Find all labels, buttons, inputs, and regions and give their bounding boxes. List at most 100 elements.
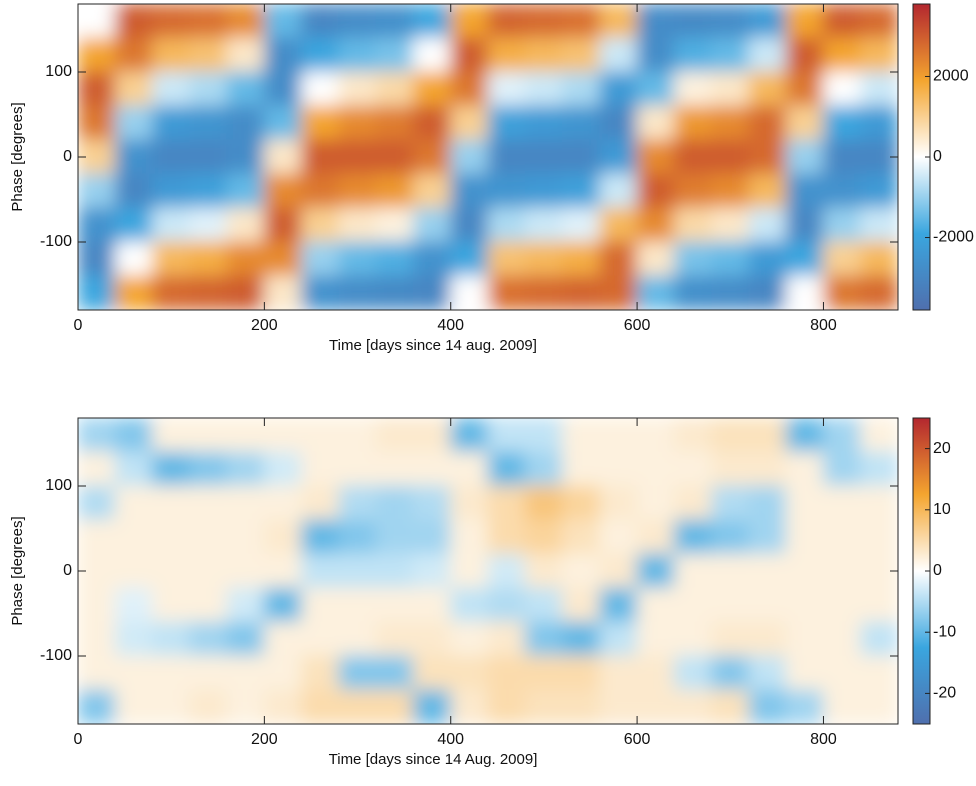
heatmap-cell bbox=[375, 689, 414, 724]
heatmap-cell bbox=[226, 37, 265, 73]
heatmap-cell bbox=[785, 71, 824, 107]
heatmap-cell bbox=[673, 105, 713, 141]
heatmap-cell bbox=[636, 71, 675, 107]
heatmap-cell bbox=[152, 37, 191, 73]
heatmap-cell bbox=[226, 418, 265, 453]
heatmap-cell bbox=[524, 451, 564, 487]
heatmap-cell bbox=[524, 139, 564, 175]
heatmap-cell bbox=[412, 519, 452, 555]
heatmap-cell bbox=[152, 621, 191, 657]
heatmap-cell bbox=[412, 587, 452, 623]
heatmap-cell bbox=[152, 275, 191, 310]
heatmap-cell bbox=[711, 655, 750, 691]
heatmap-cell bbox=[487, 418, 526, 453]
heatmap-cell bbox=[636, 207, 675, 243]
heatmap-cell bbox=[748, 451, 787, 487]
heatmap-cell bbox=[748, 4, 787, 39]
heatmap-cell bbox=[114, 418, 154, 453]
heatmap-cell bbox=[562, 451, 601, 487]
heatmap-cell bbox=[338, 418, 377, 453]
heatmap-cell bbox=[450, 71, 489, 107]
heatmap-cell bbox=[785, 37, 824, 73]
heatmap-cell bbox=[450, 275, 489, 310]
heatmap-cell bbox=[375, 621, 414, 657]
heatmap-cell bbox=[450, 519, 489, 555]
heatmap-cell bbox=[711, 418, 750, 453]
heatmap-cell bbox=[748, 485, 787, 521]
heatmap-cell bbox=[673, 655, 713, 691]
heatmap-cell bbox=[487, 173, 526, 209]
y-tick-label: -100 bbox=[40, 647, 72, 664]
heatmap-cell bbox=[673, 173, 713, 209]
heatmap-cell bbox=[412, 655, 452, 691]
heatmap-cell bbox=[412, 173, 452, 209]
heatmap-cell bbox=[748, 689, 787, 724]
heatmap-cell bbox=[562, 139, 601, 175]
heatmap-cell bbox=[562, 621, 601, 657]
heatmap-cell bbox=[711, 485, 750, 521]
heatmap-cell bbox=[412, 71, 452, 107]
colorbar-tick-label: 20 bbox=[933, 440, 951, 457]
heatmap-cells bbox=[78, 4, 898, 310]
heatmap-cell bbox=[524, 207, 564, 243]
heatmap-cell bbox=[78, 105, 116, 141]
x-tick-label: 400 bbox=[437, 731, 464, 748]
heatmap bbox=[78, 4, 898, 310]
colorbar-tick-label: 0 bbox=[933, 148, 942, 165]
x-tick-label: 0 bbox=[74, 731, 83, 748]
heatmap-cell bbox=[599, 275, 638, 310]
heatmap-cell bbox=[524, 587, 564, 623]
heatmap-cell bbox=[263, 71, 303, 107]
heatmap-cell bbox=[562, 587, 601, 623]
heatmap-cell bbox=[524, 275, 564, 310]
heatmap-cell bbox=[711, 37, 750, 73]
heatmap-cell bbox=[822, 689, 862, 724]
heatmap-cell bbox=[860, 485, 898, 521]
heatmap-cell bbox=[114, 621, 154, 657]
heatmap-cell bbox=[748, 71, 787, 107]
heatmap-cell bbox=[338, 37, 377, 73]
heatmap-cell bbox=[338, 621, 377, 657]
heatmap-cell bbox=[599, 71, 638, 107]
heatmap-cell bbox=[562, 655, 601, 691]
heatmap-cell bbox=[599, 485, 638, 521]
heatmap-cell bbox=[78, 655, 116, 691]
heatmap-cell bbox=[226, 689, 265, 724]
heatmap-cells bbox=[78, 418, 898, 724]
heatmap-cell bbox=[822, 241, 862, 277]
heatmap-cell bbox=[338, 451, 377, 487]
heatmap-cell bbox=[562, 275, 601, 310]
heatmap-cell bbox=[487, 37, 526, 73]
heatmap-cell bbox=[78, 173, 116, 209]
heatmap-cell bbox=[822, 621, 862, 657]
heatmap-cell bbox=[450, 173, 489, 209]
heatmap-cell bbox=[226, 173, 265, 209]
heatmap-cell bbox=[450, 451, 489, 487]
heatmap-cell bbox=[785, 207, 824, 243]
heatmap-cell bbox=[785, 4, 824, 39]
heatmap-cell bbox=[562, 71, 601, 107]
heatmap-cell bbox=[412, 241, 452, 277]
heatmap-cell bbox=[189, 418, 228, 453]
heatmap-cell bbox=[338, 241, 377, 277]
heatmap-cell bbox=[748, 173, 787, 209]
heatmap-cell bbox=[412, 485, 452, 521]
heatmap-cell bbox=[78, 418, 116, 453]
heatmap-cell bbox=[189, 4, 228, 39]
heatmap-cell bbox=[189, 621, 228, 657]
heatmap-cell bbox=[450, 689, 489, 724]
heatmap-cell bbox=[114, 37, 154, 73]
heatmap-cell bbox=[636, 4, 675, 39]
heatmap-cell bbox=[301, 139, 340, 175]
heatmap-cell bbox=[487, 105, 526, 141]
heatmap-cell bbox=[860, 4, 898, 39]
heatmap-cell bbox=[114, 587, 154, 623]
heatmap-cell bbox=[412, 105, 452, 141]
heatmap-cell bbox=[226, 655, 265, 691]
heatmap-cell bbox=[524, 553, 564, 589]
heatmap-cell bbox=[599, 207, 638, 243]
heatmap-cell bbox=[338, 553, 377, 589]
heatmap-cell bbox=[860, 71, 898, 107]
heatmap-cell bbox=[338, 275, 377, 310]
